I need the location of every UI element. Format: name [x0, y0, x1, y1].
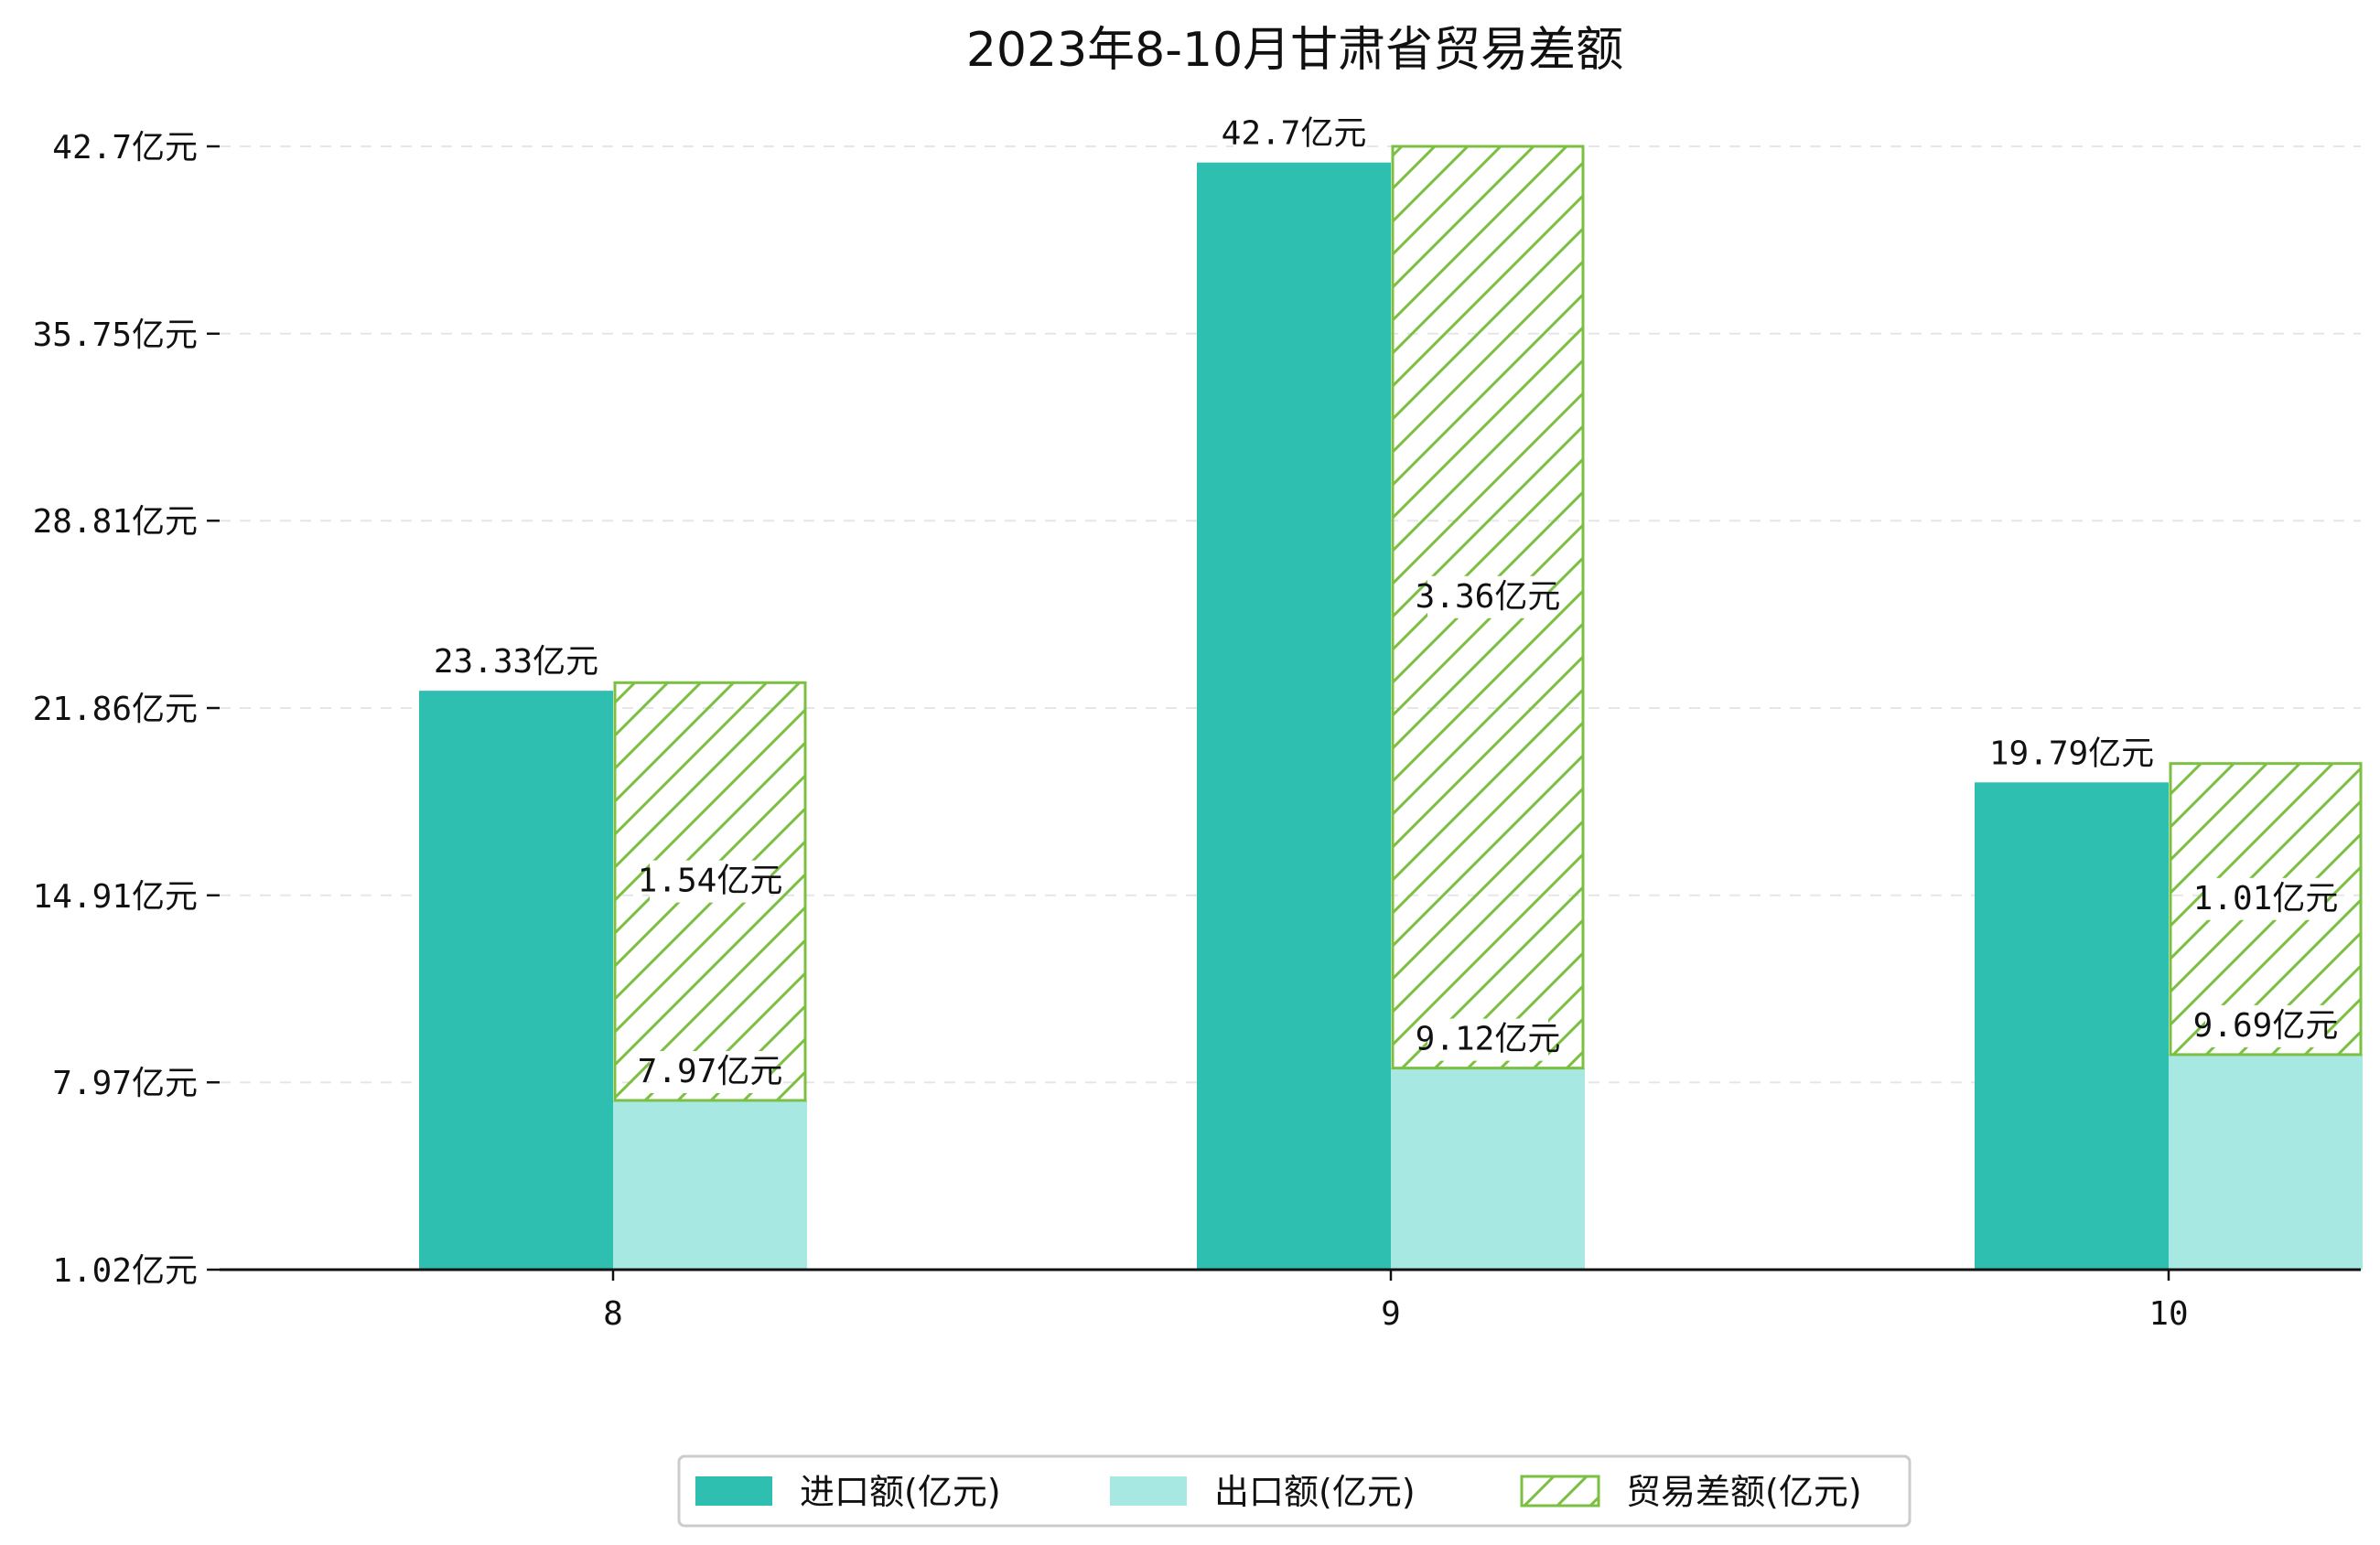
- data-label: 9.12亿元: [1416, 1021, 1561, 1058]
- data-label-bg: [2002, 733, 2141, 776]
- bar-export: [2169, 1054, 2363, 1270]
- data-label-bg: [650, 860, 770, 903]
- legend-label: 贸易差额(亿元): [1626, 1472, 1862, 1512]
- y-tick-label: 14.91亿元: [33, 878, 198, 916]
- data-label: 19.79亿元: [1989, 735, 2154, 772]
- data-label: 42.7亿元: [1222, 115, 1367, 153]
- legend-swatch: [1110, 1476, 1187, 1506]
- legend-label: 出口额(亿元): [1214, 1472, 1416, 1512]
- y-tick-label: 35.75亿元: [33, 317, 198, 354]
- data-label: 9.69亿元: [2193, 1007, 2339, 1045]
- data-label-bg: [1427, 1018, 1548, 1061]
- bar-export: [613, 1100, 807, 1270]
- y-tick-label: 7.97亿元: [52, 1065, 198, 1102]
- legend-swatch: [695, 1476, 772, 1506]
- y-tick-label: 21.86亿元: [33, 691, 198, 728]
- data-label: 7.97亿元: [638, 1053, 783, 1090]
- x-tick-label: 9: [1381, 1295, 1401, 1333]
- data-label: 1.54亿元: [638, 863, 783, 900]
- data-label: 3.36亿元: [1416, 578, 1561, 616]
- data-label-bg: [2205, 1004, 2326, 1047]
- data-label-bg: [1233, 113, 1354, 156]
- data-label-bg: [2205, 877, 2326, 920]
- bar-import: [1975, 782, 2169, 1270]
- data-label: 23.33亿元: [434, 643, 598, 681]
- legend: 进口额(亿元) 出口额(亿元) 贸易差额(亿元): [677, 1454, 1912, 1528]
- legend-box: [677, 1454, 1912, 1528]
- y-tick-label: 28.81亿元: [33, 503, 198, 541]
- legend-swatch: [1520, 1475, 1600, 1507]
- data-label: 1.01亿元: [2193, 880, 2339, 917]
- data-label-bg: [1427, 575, 1548, 618]
- chart-title: 2023年8-10月甘肃省贸易差额: [966, 23, 1623, 78]
- y-tick-label: 1.02亿元: [52, 1252, 198, 1290]
- bar-export: [1391, 1068, 1585, 1270]
- bar-import: [419, 691, 613, 1270]
- y-tick-label: 42.7亿元: [52, 129, 198, 166]
- axes: 1.02亿元 7.97亿元 14.91亿元 21.86亿元 28.81亿元 35.75亿元…: [33, 129, 2361, 1333]
- bar-import: [1197, 162, 1391, 1271]
- x-tick-label: 8: [603, 1295, 623, 1333]
- bars: [419, 145, 2363, 1271]
- data-labels: 23.33亿元 7.97亿元 1.54亿元 42.7亿元 9.12亿元 3.36亿元 19.…: [434, 113, 2339, 1093]
- data-label-bg: [447, 641, 586, 684]
- data-label-bg: [650, 1050, 770, 1093]
- legend-label: 进口额(亿元): [800, 1472, 1001, 1512]
- x-tick-label: 10: [2148, 1295, 2188, 1333]
